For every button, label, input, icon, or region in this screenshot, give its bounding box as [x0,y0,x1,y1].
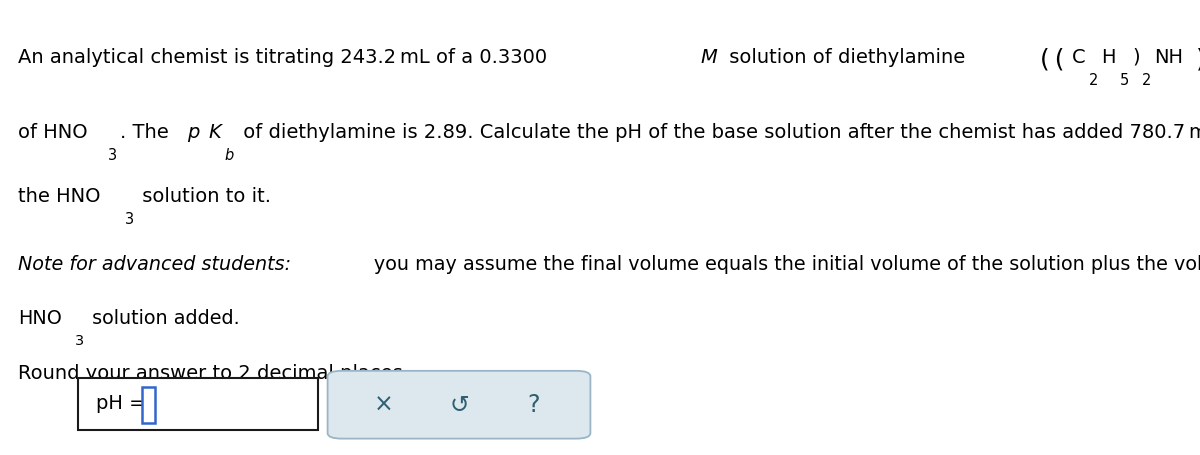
Text: ↺: ↺ [449,393,469,417]
Text: 2: 2 [1090,73,1099,88]
FancyBboxPatch shape [328,371,590,439]
Text: C: C [1072,48,1085,67]
Text: 3: 3 [74,334,84,349]
Text: M: M [701,48,718,67]
Text: K: K [209,123,221,142]
Text: ): ) [1132,48,1140,67]
Text: NH: NH [1154,48,1183,67]
Text: ×: × [374,393,394,417]
Text: solution added.: solution added. [86,309,240,329]
Bar [78,378,318,430]
Text: ( (: ( ( [1040,48,1064,72]
Text: solution of diethylamine: solution of diethylamine [722,48,968,67]
Text: the HNO: the HNO [18,187,101,206]
Text: p: p [187,123,204,142]
Text: 3: 3 [125,212,133,227]
Text: 5: 5 [1120,73,1129,88]
Text: 3: 3 [108,148,116,163]
Text: of diethylamine is 2.89. Calculate the pH of the base solution after the chemist: of diethylamine is 2.89. Calculate the p… [236,123,1200,142]
Text: pH =: pH = [96,394,152,413]
Text: ?: ? [528,393,540,417]
Bar [142,387,155,423]
Text: you may assume the final volume equals the initial volume of the solution plus t: you may assume the final volume equals t… [371,255,1200,274]
Text: Round your answer to 2 decimal places.: Round your answer to 2 decimal places. [18,364,409,383]
Text: H: H [1102,48,1116,67]
Text: . The: . The [120,123,173,142]
Text: ): ) [1192,48,1200,72]
Text: Note for advanced students:: Note for advanced students: [18,255,292,274]
Text: An analytical chemist is titrating 243.2 mL of a 0.3300: An analytical chemist is titrating 243.2… [18,48,547,67]
Text: 2: 2 [1142,73,1151,88]
Text: solution to it.: solution to it. [137,187,271,206]
Text: of HNO: of HNO [18,123,88,142]
Text: b: b [224,148,234,163]
Text: HNO: HNO [18,309,62,329]
